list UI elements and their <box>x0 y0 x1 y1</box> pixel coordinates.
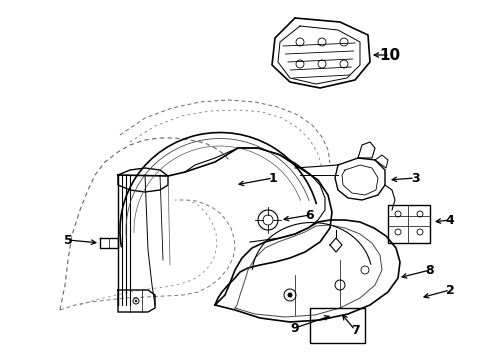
Text: 5: 5 <box>64 234 73 247</box>
Text: 1: 1 <box>269 171 277 185</box>
Bar <box>310 308 365 343</box>
Text: 6: 6 <box>306 208 314 221</box>
Text: 3: 3 <box>411 171 419 185</box>
Text: 4: 4 <box>445 213 454 226</box>
Text: 9: 9 <box>291 321 299 334</box>
Circle shape <box>288 292 293 297</box>
Text: 7: 7 <box>351 324 359 337</box>
Text: 8: 8 <box>426 264 434 276</box>
Text: 10: 10 <box>379 48 400 63</box>
Bar <box>388 205 430 243</box>
Circle shape <box>135 300 137 302</box>
Text: 2: 2 <box>445 284 454 297</box>
